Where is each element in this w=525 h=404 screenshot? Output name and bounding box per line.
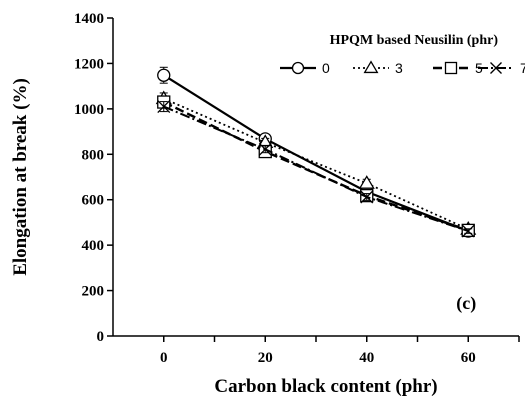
triangle-marker	[363, 60, 379, 74]
series-3	[155, 90, 477, 235]
legend-title: HPQM based Neusilin (phr)	[330, 33, 499, 48]
x-tick-label: 20	[258, 350, 273, 366]
panel-label: (c)	[456, 293, 476, 314]
legend-entry-5: 5	[433, 60, 483, 76]
series-line	[163, 97, 469, 231]
y-axis-ticks: 0 200 400 600 800 1000 1200 1400	[74, 11, 113, 345]
x-marker	[258, 142, 272, 156]
triangle-marker	[358, 175, 375, 189]
x-marker	[461, 224, 475, 238]
y-tick-label: 600	[82, 193, 105, 209]
circle-marker	[291, 61, 305, 75]
x-tick-label: 0	[160, 350, 168, 366]
y-tick-label: 200	[82, 284, 105, 300]
x-marker	[157, 100, 171, 114]
plot-frame	[112, 18, 519, 337]
series-7	[157, 100, 475, 238]
legend-label: 0	[322, 60, 330, 76]
y-axis-title: Elongation at break (%)	[10, 78, 31, 276]
y-tick-label: 400	[82, 238, 105, 254]
legend-entry-0: 0	[280, 60, 330, 76]
y-tick-label: 800	[82, 147, 105, 163]
x-marker	[490, 62, 502, 74]
circle-marker	[157, 68, 171, 82]
series-layer	[155, 66, 477, 238]
square-marker	[444, 61, 458, 75]
y-tick-label: 0	[97, 329, 105, 345]
series-0	[157, 66, 475, 238]
legend-entry-3: 3	[353, 60, 403, 76]
legend: 0 3 5 7	[280, 60, 525, 76]
y-tick-label: 1200	[74, 56, 104, 72]
x-tick-label: 40	[359, 350, 374, 366]
legend-label: 7	[520, 60, 525, 76]
x-tick-label: 60	[461, 350, 476, 366]
legend-label: 3	[395, 60, 403, 76]
series-line	[163, 74, 469, 233]
y-tick-label: 1000	[74, 102, 104, 118]
x-axis-title: Carbon black content (phr)	[214, 376, 437, 397]
series-line	[163, 105, 469, 233]
x-axis-ticks: 0 20 40 60	[160, 336, 520, 366]
x-marker	[360, 190, 374, 204]
legend-entry-7: 7	[478, 60, 525, 76]
y-tick-label: 1400	[74, 11, 104, 27]
